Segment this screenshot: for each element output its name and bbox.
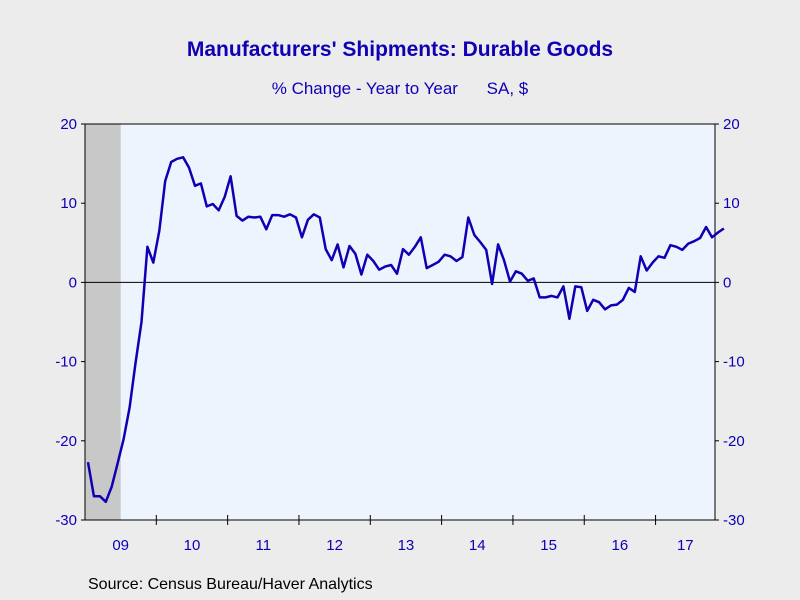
chart-subtitle: % Change - Year to Year SA, $ [0, 79, 800, 99]
x-tick-label: 16 [612, 537, 629, 554]
y-tick-label-right: 0 [723, 274, 731, 291]
x-tick-label: 12 [326, 537, 343, 554]
x-tick-label: 11 [256, 537, 272, 554]
recession-shade [85, 124, 121, 520]
plot-area [85, 124, 715, 520]
x-tick-label: 14 [469, 537, 486, 554]
chart-title: Manufacturers' Shipments: Durable Goods [186, 38, 614, 61]
y-tick-label-right: -30 [723, 512, 745, 529]
subtitle-measure: % Change - Year to Year [271, 79, 458, 98]
y-tick-label-right: -10 [723, 354, 745, 371]
x-tick-label: 09 [112, 537, 129, 554]
x-tick-label: 10 [184, 537, 201, 554]
subtitle-adjustment: SA, $ [486, 79, 529, 98]
y-tick-label-right: 10 [723, 195, 740, 212]
x-tick-label: 13 [398, 537, 415, 554]
y-tick-label-left: 0 [69, 274, 77, 291]
y-tick-label-left: 10 [60, 195, 77, 212]
y-tick-label-left: -20 [55, 433, 77, 450]
x-tick-label: 17 [677, 537, 694, 554]
source-note: Source: Census Bureau/Haver Analytics [88, 576, 373, 593]
x-tick-label: 15 [540, 537, 557, 554]
y-tick-label-left: 20 [60, 116, 77, 133]
y-tick-label-left: -10 [55, 354, 77, 371]
y-tick-label-right: 20 [723, 116, 740, 133]
plot-frame [84, 123, 716, 521]
series-line [86, 156, 725, 504]
y-tick-label-right: -20 [723, 433, 745, 450]
y-tick-label-left: -30 [55, 512, 77, 529]
